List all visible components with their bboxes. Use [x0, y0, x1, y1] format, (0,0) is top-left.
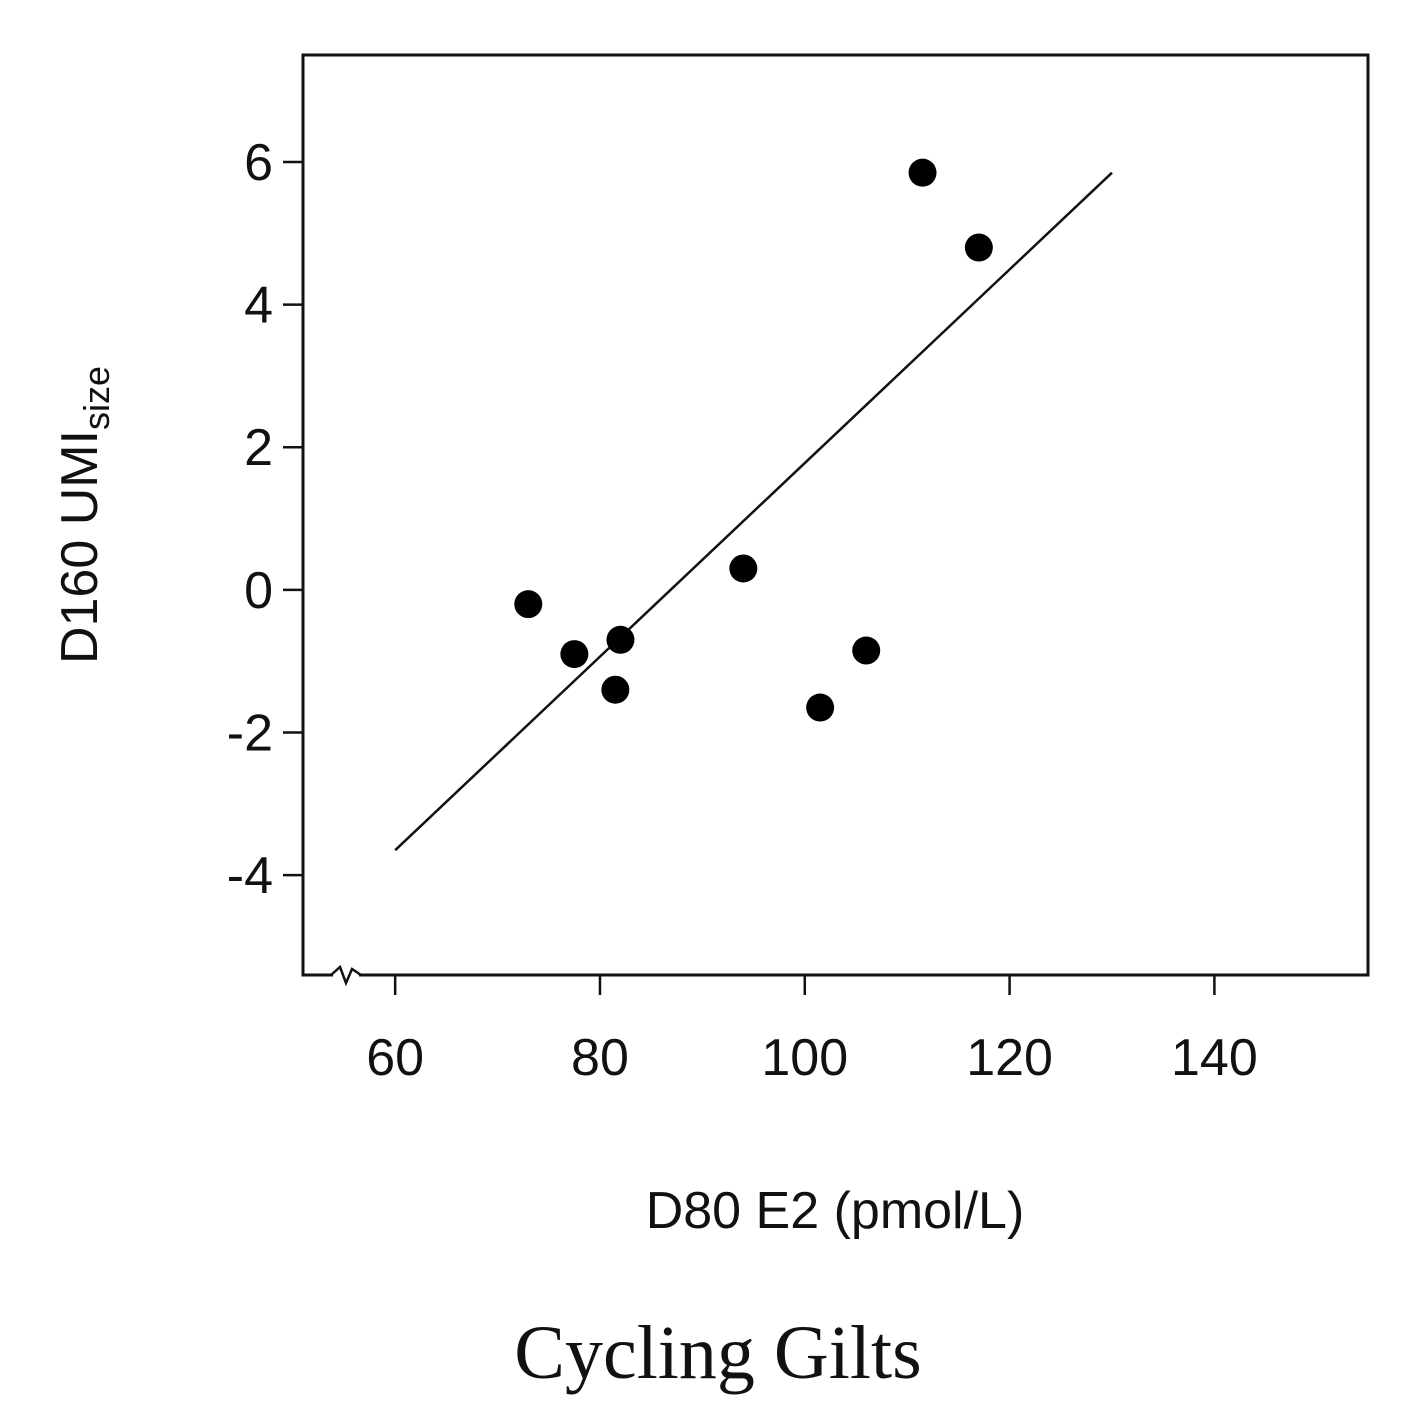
x-tick-label: 140	[1171, 1029, 1258, 1087]
y-tick-label: 0	[244, 562, 273, 620]
points-layer	[514, 158, 993, 722]
data-point	[514, 590, 543, 619]
y-tick-label: 2	[244, 419, 273, 477]
x-tick-label: 120	[966, 1029, 1053, 1087]
data-point	[806, 693, 835, 722]
data-point	[606, 625, 635, 654]
y-tick-label: 4	[244, 277, 273, 335]
data-point	[729, 554, 758, 583]
x-tick-label: 100	[761, 1029, 848, 1087]
svg-text:D160 UMIsize: D160 UMIsize	[51, 366, 117, 664]
y-axis-ticks: -4 -2 0 2 4 6	[227, 134, 303, 905]
data-point	[560, 640, 589, 669]
regression-line	[394, 171, 1113, 852]
data-point	[964, 233, 993, 262]
data-point	[601, 675, 630, 704]
x-axis-ticks: 60 80 100 120 140	[366, 975, 1258, 1087]
regression-layer	[394, 171, 1113, 852]
x-axis-break	[330, 964, 362, 987]
x-axis-label: D80 E2 (pmol/L)	[646, 1182, 1025, 1240]
x-tick-label: 60	[366, 1029, 424, 1087]
plot-area	[301, 53, 1370, 977]
y-tick-label: 6	[244, 134, 273, 192]
data-point	[908, 158, 937, 187]
plot-frame	[301, 53, 1370, 977]
chart-title: Cycling Gilts	[514, 1311, 921, 1395]
y-tick-label: -4	[227, 847, 273, 905]
data-point	[852, 636, 881, 665]
x-tick-label: 80	[571, 1029, 629, 1087]
y-axis-label-subscript: size	[76, 366, 117, 430]
y-axis-label: D160 UMI	[51, 430, 109, 664]
axis-break-icon	[330, 964, 362, 987]
y-tick-label: -2	[227, 705, 273, 763]
